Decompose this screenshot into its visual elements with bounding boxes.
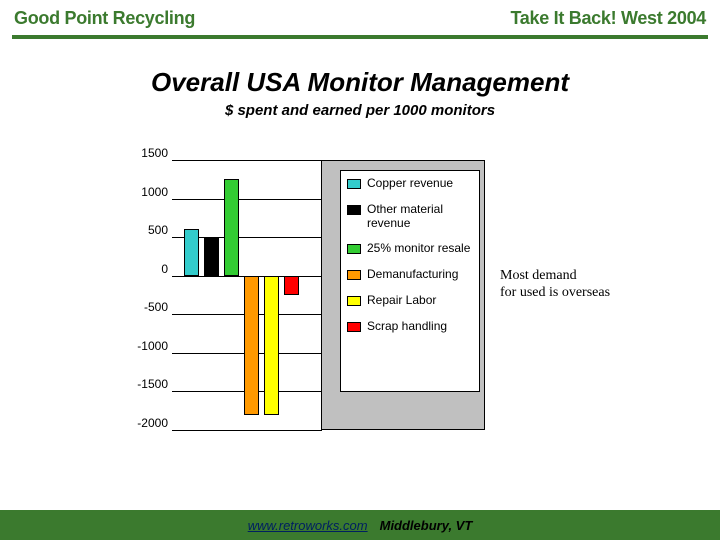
- x-tick: [484, 276, 485, 282]
- legend-item: 25% monitor resale: [347, 242, 473, 256]
- legend-item: Repair Labor: [347, 294, 473, 308]
- title-main: Overall USA Monitor Management: [0, 67, 720, 98]
- y-tick-label: 1000: [125, 185, 168, 199]
- header-rule: [12, 35, 708, 39]
- legend-label: Copper revenue: [367, 177, 453, 191]
- bar-25-monitor-resale: [224, 179, 239, 275]
- annotation-line1: Most demand: [500, 268, 610, 285]
- annotation-most-demand: Most demand for used is overseas: [500, 268, 610, 302]
- bar-repair-labor: [264, 276, 279, 415]
- legend-swatch: [347, 270, 361, 280]
- title-block: Overall USA Monitor Management $ spent a…: [0, 67, 720, 119]
- legend-swatch: [347, 179, 361, 189]
- y-axis-labels: 150010005000-500-1000-1500-2000: [125, 153, 168, 437]
- gridline: [172, 160, 322, 161]
- legend-swatch: [347, 296, 361, 306]
- y-tick-label: -1000: [125, 339, 168, 353]
- slide: Good Point Recycling Take It Back! West …: [0, 0, 720, 540]
- legend-label: Repair Labor: [367, 294, 436, 308]
- footer-location: Middlebury, VT: [380, 518, 473, 533]
- legend-label: Scrap handling: [367, 320, 447, 334]
- legend-label: 25% monitor resale: [367, 242, 470, 256]
- gridline: [172, 199, 322, 200]
- title-sub: $ spent and earned per 1000 monitors: [0, 102, 720, 119]
- legend-label: Other material revenue: [367, 203, 473, 231]
- y-tick-label: 500: [125, 223, 168, 237]
- annotation-line2: for used is overseas: [500, 285, 610, 302]
- header-right: Take It Back! West 2004: [510, 8, 706, 29]
- header-left: Good Point Recycling: [14, 8, 195, 29]
- y-tick-label: -1500: [125, 377, 168, 391]
- footer-link[interactable]: www.retroworks.com: [248, 518, 368, 533]
- gridline: [172, 430, 322, 431]
- legend-item: Copper revenue: [347, 177, 473, 191]
- bar-other-material-revenue: [204, 237, 219, 276]
- footer-bar: www.retroworks.com Middlebury, VT: [0, 510, 720, 540]
- legend-item: Scrap handling: [347, 320, 473, 334]
- chart-legend: Copper revenue Other material revenue 25% …: [340, 170, 480, 392]
- header: Good Point Recycling Take It Back! West …: [0, 0, 720, 33]
- legend-item: Demanufacturing: [347, 268, 473, 282]
- legend-swatch: [347, 322, 361, 332]
- legend-item: Other material revenue: [347, 203, 473, 231]
- legend-swatch: [347, 244, 361, 254]
- legend-swatch: [347, 205, 361, 215]
- y-tick-label: -2000: [125, 416, 168, 430]
- bar-copper-revenue: [184, 229, 199, 275]
- legend-label: Demanufacturing: [367, 268, 458, 282]
- bar-scrap-handling: [284, 276, 299, 295]
- y-tick-label: -500: [125, 300, 168, 314]
- bar-demanufacturing: [244, 276, 259, 415]
- y-tick-label: 0: [125, 262, 168, 276]
- y-tick-label: 1500: [125, 146, 168, 160]
